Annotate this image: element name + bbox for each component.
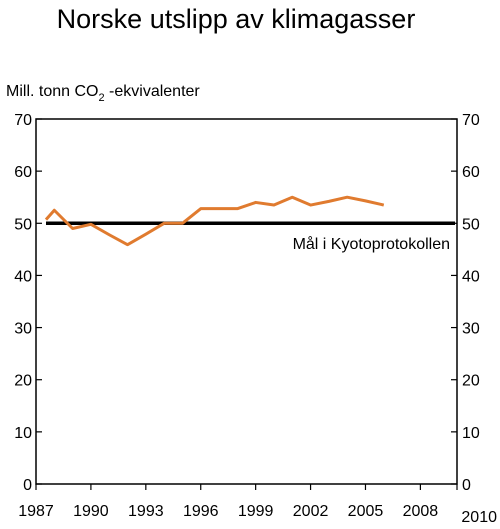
y-tick-label-left: 20 (14, 373, 32, 390)
series-line (44, 195, 385, 247)
x-axis-ticks: 1987 1990 1993 1996 1999 2002 2005 2008 2010 (18, 484, 497, 526)
y-tick-label-left: 30 (14, 321, 32, 338)
x-tick-label: 1999 (238, 503, 274, 520)
x-tick-label: 1993 (128, 503, 164, 520)
y-tick-label-left: 60 (14, 164, 32, 181)
y-tick-label-right: 0 (462, 477, 471, 494)
y-tick-label-right: 20 (462, 373, 480, 390)
y-tick-label-right: 50 (462, 216, 480, 233)
y-axis-ticks: 0 0 10 10 20 20 30 30 40 40 50 50 60 60 70 70 (14, 112, 480, 494)
x-tick-label: 2002 (293, 503, 329, 520)
y-tick-label-right: 60 (462, 164, 480, 181)
y-tick-label-left: 50 (14, 216, 32, 233)
y-tick-label-left: 70 (14, 112, 32, 129)
x-tick-label: 2005 (348, 503, 384, 520)
y-tick-label-right: 40 (462, 268, 480, 285)
x-tick-label: 1990 (73, 503, 109, 520)
y-tick-label-right: 70 (462, 112, 480, 129)
kyoto-target-label: Mål i Kyotoprotokollen (293, 235, 450, 253)
y-tick-label-right: 10 (462, 425, 480, 442)
x-tick-label: 1987 (18, 503, 54, 520)
y-axis-label: Mill. tonn CO2 -ekvivalenter (6, 83, 200, 104)
x-tick-label: 2008 (403, 503, 439, 520)
chart-title: Norske utslipp av klimagasser (57, 4, 416, 34)
y-tick-label-left: 40 (14, 268, 32, 285)
plot-frame (35, 118, 458, 485)
y-tick-label-right: 30 (462, 321, 480, 338)
y-tick-label-left: 0 (23, 477, 32, 494)
x-tick-label: 2010 (461, 509, 497, 526)
y-tick-label-left: 10 (14, 425, 32, 442)
x-tick-label: 1996 (183, 503, 219, 520)
